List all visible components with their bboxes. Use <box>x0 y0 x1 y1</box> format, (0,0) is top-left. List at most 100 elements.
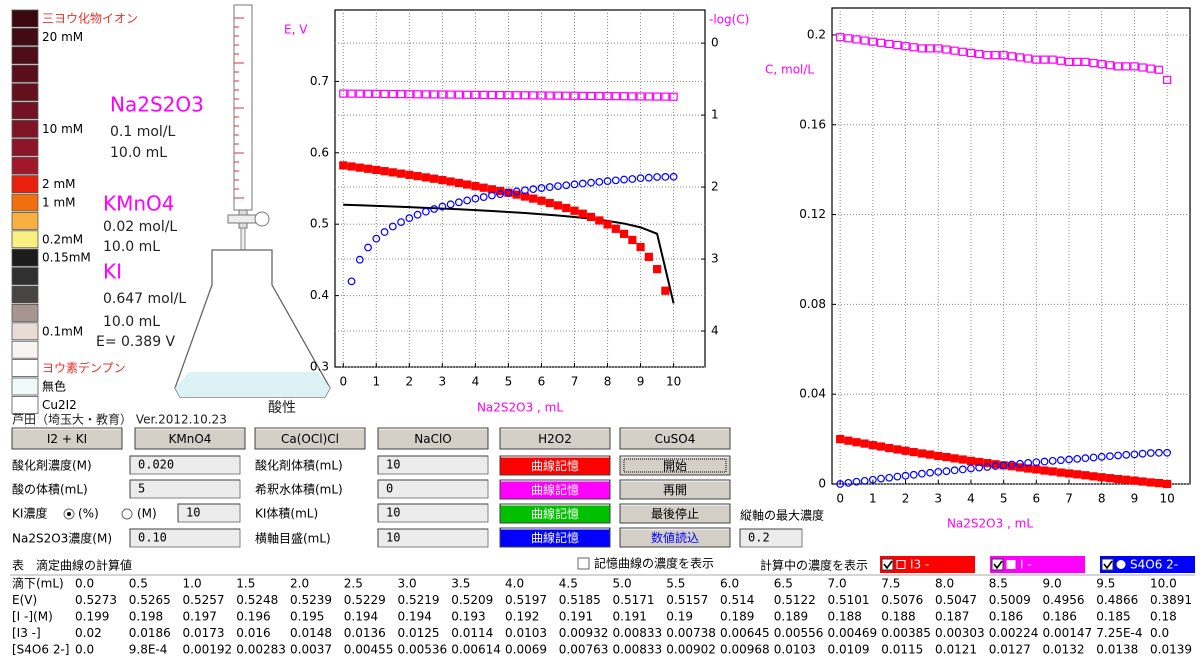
field-label: 酸の体積(mL) <box>12 482 88 497</box>
marker <box>991 460 1000 469</box>
marker <box>405 170 414 179</box>
field-label: 希釈水体積(mL) <box>255 482 343 497</box>
table-cell: 0.0148 <box>290 626 332 640</box>
table-cell: 0.5122 <box>774 593 816 607</box>
text-input[interactable] <box>129 479 241 499</box>
marker <box>975 457 984 467</box>
input-bevel <box>377 455 488 474</box>
table-cell: 0.0132 <box>1043 643 1085 657</box>
marker <box>421 207 430 216</box>
marker <box>966 456 976 465</box>
radio-molar[interactable] <box>121 508 133 520</box>
oxidant-button[interactable] <box>619 427 731 450</box>
color-swatch <box>11 211 39 230</box>
input-value: 0 <box>386 482 393 496</box>
marker <box>950 46 959 55</box>
table-cell: 8.5 <box>989 577 1008 591</box>
x-tick-label: 0 <box>836 492 844 506</box>
marker <box>942 452 951 462</box>
table-cell: 0.00556 <box>774 626 824 640</box>
table-cell: 0.0125 <box>398 626 440 640</box>
input-value: 0.10 <box>138 531 167 545</box>
curve-button[interactable] <box>499 527 611 548</box>
marker <box>347 89 356 98</box>
swatch-label: 0.2mM <box>42 232 83 246</box>
y2-tick-label: 0 <box>711 36 719 50</box>
oxidant-button[interactable] <box>377 427 489 450</box>
marker <box>1081 57 1090 66</box>
table-cell: 0.00833 <box>613 643 663 657</box>
table-cell: 0.191 <box>613 610 647 624</box>
checkbox[interactable] <box>577 557 590 570</box>
curve-button[interactable] <box>499 455 611 476</box>
marker <box>430 174 439 183</box>
marker <box>372 234 381 243</box>
marker <box>553 91 563 100</box>
checkbox-label: 記憶曲線の濃度を表示 <box>594 556 714 571</box>
oxidant-button[interactable] <box>499 427 611 450</box>
oxidant-button[interactable] <box>254 427 366 450</box>
curve-button-label: 曲線記憶 <box>531 482 579 497</box>
legend-checkbox[interactable] <box>881 558 894 571</box>
curve-button[interactable] <box>499 503 611 524</box>
marker <box>636 92 645 101</box>
curve-button[interactable] <box>499 479 611 500</box>
table-cell: 4.5 <box>559 577 578 591</box>
control-button[interactable] <box>619 503 731 524</box>
table-caption: 表 滴定曲線の計算値 <box>12 558 132 573</box>
marker <box>652 265 662 274</box>
marker <box>479 193 488 201</box>
marker <box>836 434 845 444</box>
marker <box>885 39 894 49</box>
table-cell: 7.0 <box>828 577 847 591</box>
swatch-label: 2 mM <box>42 177 76 191</box>
legend-symbol <box>896 560 906 569</box>
legend-checkbox[interactable] <box>991 558 1004 571</box>
curve-button-label: 曲線記憶 <box>531 458 579 473</box>
control-button[interactable] <box>619 455 731 476</box>
input-bevel <box>377 479 488 498</box>
x-tick-label: 1 <box>372 375 380 389</box>
marker <box>661 92 670 101</box>
color-swatch <box>11 248 39 267</box>
oxidant-button[interactable] <box>11 427 123 450</box>
legend-box <box>1100 556 1195 573</box>
legend-title: 計算中の濃度を表示 <box>760 558 868 573</box>
color-swatch <box>11 9 39 28</box>
marker <box>909 448 918 457</box>
control-button[interactable] <box>619 479 731 500</box>
table-cell: 0.189 <box>720 610 754 624</box>
marker <box>487 90 497 100</box>
legend-checkbox[interactable] <box>1101 558 1114 571</box>
marker <box>454 198 463 207</box>
table-cell: 0.00469 <box>828 626 878 640</box>
table-cell: 0.5197 <box>505 593 547 607</box>
x-axis-title: Na2S2O3 , mL <box>477 401 563 415</box>
legend-symbol <box>1116 560 1126 569</box>
table-cell: 0.5047 <box>935 593 977 607</box>
table-cell: 0.5157 <box>666 593 708 607</box>
marker <box>479 183 488 192</box>
table-cell: 7.25E-4 <box>1096 626 1142 640</box>
color-swatch <box>11 377 39 396</box>
text-input[interactable] <box>377 479 489 499</box>
table-cell: 2.0 <box>290 577 309 591</box>
color-swatch <box>11 156 39 175</box>
marker <box>860 476 869 485</box>
table-cell: 0.016 <box>236 626 270 640</box>
table-cell: 0.5219 <box>398 593 440 607</box>
table-cell: 6.0 <box>720 577 739 591</box>
control-button[interactable] <box>619 527 731 548</box>
marker <box>868 441 877 450</box>
marker <box>620 175 628 184</box>
marker <box>628 235 637 245</box>
y-tick-label: 0.12 <box>799 207 826 221</box>
x-tick-label: 1 <box>869 492 877 506</box>
radio-dot <box>67 512 71 516</box>
marker <box>611 92 620 101</box>
oxidant-button[interactable] <box>134 427 246 450</box>
color-swatch <box>11 285 39 304</box>
table-cell: 5.5 <box>666 577 685 591</box>
marker <box>661 286 670 295</box>
x-tick-label: 10 <box>1159 492 1174 506</box>
